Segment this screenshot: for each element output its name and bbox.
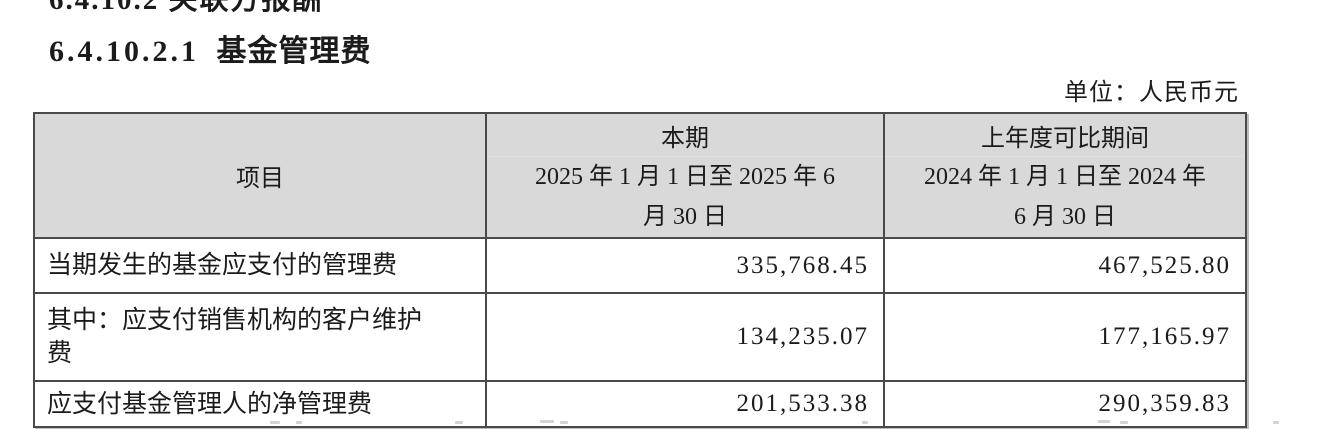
- table-header-row-dates: 2025 年 1 月 1 日至 2025 年 6 月 30 日 2024 年 1…: [34, 156, 1247, 239]
- current-period-date-line-1: 2025 年 1 月 1 日至 2025 年 6: [535, 164, 835, 190]
- column-header-current-period-title: 本期: [485, 112, 885, 157]
- prior-period-value: 467,525.80: [883, 237, 1247, 294]
- text-fragment: [1120, 421, 1128, 424]
- column-header-current-period-dates: 2025 年 1 月 1 日至 2025 年 6 月 30 日: [485, 156, 885, 239]
- text-fragment: [270, 421, 280, 424]
- item-label-line: 费: [47, 340, 73, 367]
- item-label-line: 当期发生的基金应支付的管理费: [47, 252, 398, 279]
- section-heading: 6.4.10.2.1 基金管理费: [49, 26, 372, 70]
- text-fragment: [540, 420, 554, 423]
- current-period-value: 201,533.38: [485, 380, 885, 428]
- current-period-value: 335,768.45: [485, 237, 885, 294]
- text-fragment: [1098, 420, 1110, 423]
- current-period-value: 134,235.07: [485, 292, 885, 382]
- column-header-item: 项目: [33, 112, 487, 239]
- table-row-net-management-fee: 应支付基金管理人的净管理费 201,533.38 290,359.83: [33, 380, 1247, 428]
- column-header-prior-period-dates: 2024 年 1 月 1 日至 2024 年 6 月 30 日: [883, 156, 1247, 239]
- table-row-management-fee-incurred: 当期发生的基金应支付的管理费 335,768.45 467,525.80: [33, 237, 1247, 294]
- row-item-label: 其中：应支付销售机构的客户维护 费: [33, 292, 487, 382]
- text-fragment: [560, 421, 568, 424]
- text-fragment: [455, 421, 463, 424]
- row-item-label: 当期发生的基金应支付的管理费: [33, 237, 487, 294]
- text-fragment: [862, 421, 868, 424]
- fund-management-fee-table: 项目 本期 上年度可比期间 2025 年 1 月 1 日至 2025 年 6 月…: [33, 112, 1247, 428]
- previous-section-heading-clipped: 6.4.10.2 关联方报酬: [49, 0, 324, 16]
- section-title: 基金管理费: [216, 35, 372, 68]
- prior-period-value: 177,165.97: [883, 292, 1247, 382]
- table-row-client-maintenance-fee: 其中：应支付销售机构的客户维护 费 134,235.07 177,165.97: [33, 292, 1247, 382]
- item-label-line: 应支付基金管理人的净管理费: [47, 390, 373, 418]
- column-header-prior-period-title: 上年度可比期间: [883, 112, 1247, 157]
- table-header-row-period: 项目 本期 上年度可比期间: [33, 112, 1247, 239]
- currency-unit-note: 单位：人民币元: [1064, 80, 1239, 106]
- text-fragment: [1273, 421, 1279, 424]
- item-label-line: 其中：应支付销售机构的客户维护: [47, 307, 423, 334]
- section-number: 6.4.10.2.1: [49, 35, 199, 68]
- prior-period-date-line-2: 6 月 30 日: [1014, 204, 1116, 230]
- text-fragment: [296, 421, 302, 424]
- prior-period-value: 290,359.83: [883, 380, 1247, 428]
- prior-period-date-line-1: 2024 年 1 月 1 日至 2024 年: [924, 164, 1206, 190]
- row-item-label: 应支付基金管理人的净管理费: [33, 380, 487, 428]
- current-period-date-line-2: 月 30 日: [643, 204, 727, 230]
